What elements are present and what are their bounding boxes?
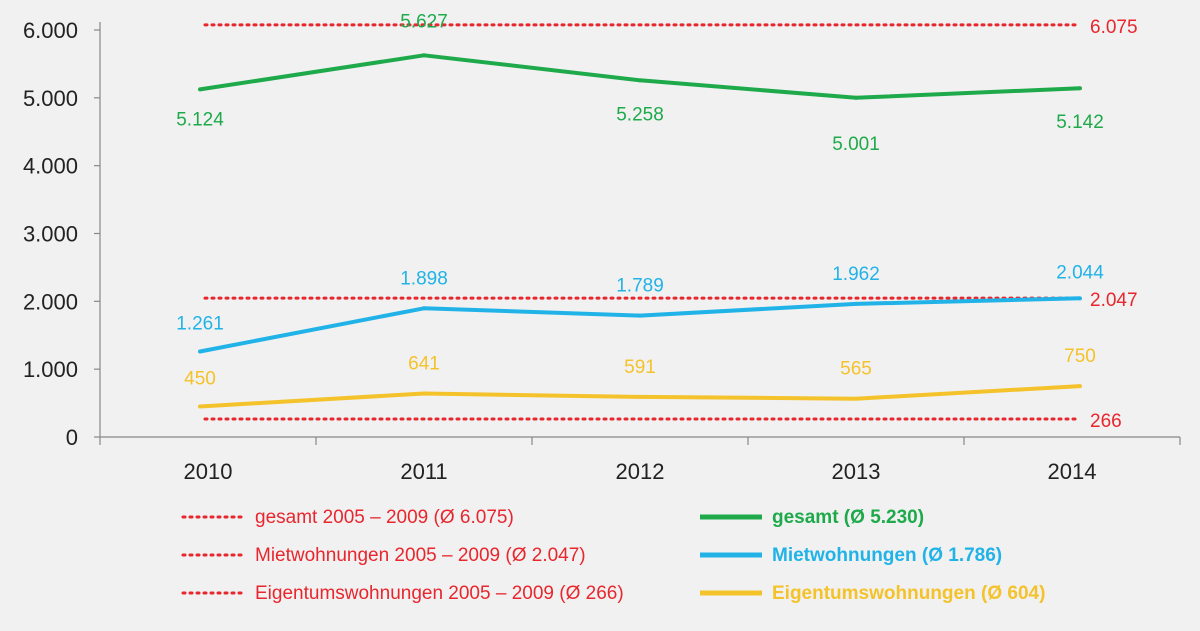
x-tick-label: 2010 xyxy=(184,459,233,484)
legend-label: Eigentumswohnungen (Ø 604) xyxy=(772,583,1045,604)
legend-label: gesamt 2005 – 2009 (Ø 6.075) xyxy=(255,507,514,528)
data-label: 1.789 xyxy=(616,276,664,297)
legend-label: gesamt (Ø 5.230) xyxy=(772,507,924,528)
data-point xyxy=(854,95,858,100)
data-point xyxy=(198,404,202,409)
legend-label: Mietwohnungen 2005 – 2009 (Ø 2.047) xyxy=(255,545,586,566)
data-point xyxy=(638,394,642,399)
data-label: 1.898 xyxy=(400,268,448,289)
x-tick-label: 2012 xyxy=(616,459,665,484)
data-label: 5.627 xyxy=(400,11,448,32)
data-point xyxy=(1078,86,1082,91)
data-point xyxy=(638,313,642,318)
data-label: 5.258 xyxy=(616,104,664,125)
data-label: 450 xyxy=(184,368,216,389)
series-line xyxy=(199,296,1081,354)
data-point xyxy=(198,87,202,92)
y-tick-label: 5.000 xyxy=(23,86,78,111)
series-line xyxy=(199,53,1081,100)
reference-line-label: 2.047 xyxy=(1090,290,1138,311)
data-label: 2.044 xyxy=(1056,262,1104,283)
data-label: 5.001 xyxy=(832,134,880,155)
data-label: 5.124 xyxy=(176,109,224,130)
data-label: 5.142 xyxy=(1056,112,1104,133)
data-label: 641 xyxy=(408,354,440,375)
y-tick-label: 2.000 xyxy=(23,289,78,314)
data-point xyxy=(422,306,426,311)
legend-label: Eigentumswohnungen 2005 – 2009 (Ø 266) xyxy=(255,583,624,604)
data-point xyxy=(1078,384,1082,389)
y-tick-label: 1.000 xyxy=(23,357,78,382)
data-point xyxy=(198,349,202,354)
x-tick-label: 2014 xyxy=(1048,459,1097,484)
x-tick-label: 2011 xyxy=(400,459,447,484)
y-tick-label: 3.000 xyxy=(23,222,78,247)
data-point xyxy=(422,53,426,58)
y-tick-label: 0 xyxy=(66,425,78,450)
data-point xyxy=(638,78,642,83)
data-point xyxy=(1078,296,1082,301)
data-point xyxy=(854,301,858,306)
data-label: 750 xyxy=(1064,346,1096,367)
legend-label: Mietwohnungen (Ø 1.786) xyxy=(772,545,1002,566)
reference-line-label: 6.075 xyxy=(1090,17,1138,38)
x-tick-label: 2013 xyxy=(832,459,881,484)
data-point xyxy=(422,391,426,396)
data-label: 591 xyxy=(624,357,656,378)
reference-line-label: 266 xyxy=(1090,411,1122,432)
data-label: 1.962 xyxy=(832,264,880,285)
data-label: 565 xyxy=(840,359,872,380)
y-tick-label: 6.000 xyxy=(23,18,78,43)
y-tick-label: 4.000 xyxy=(23,154,78,179)
data-label: 1.261 xyxy=(176,313,224,334)
data-point xyxy=(854,396,858,401)
